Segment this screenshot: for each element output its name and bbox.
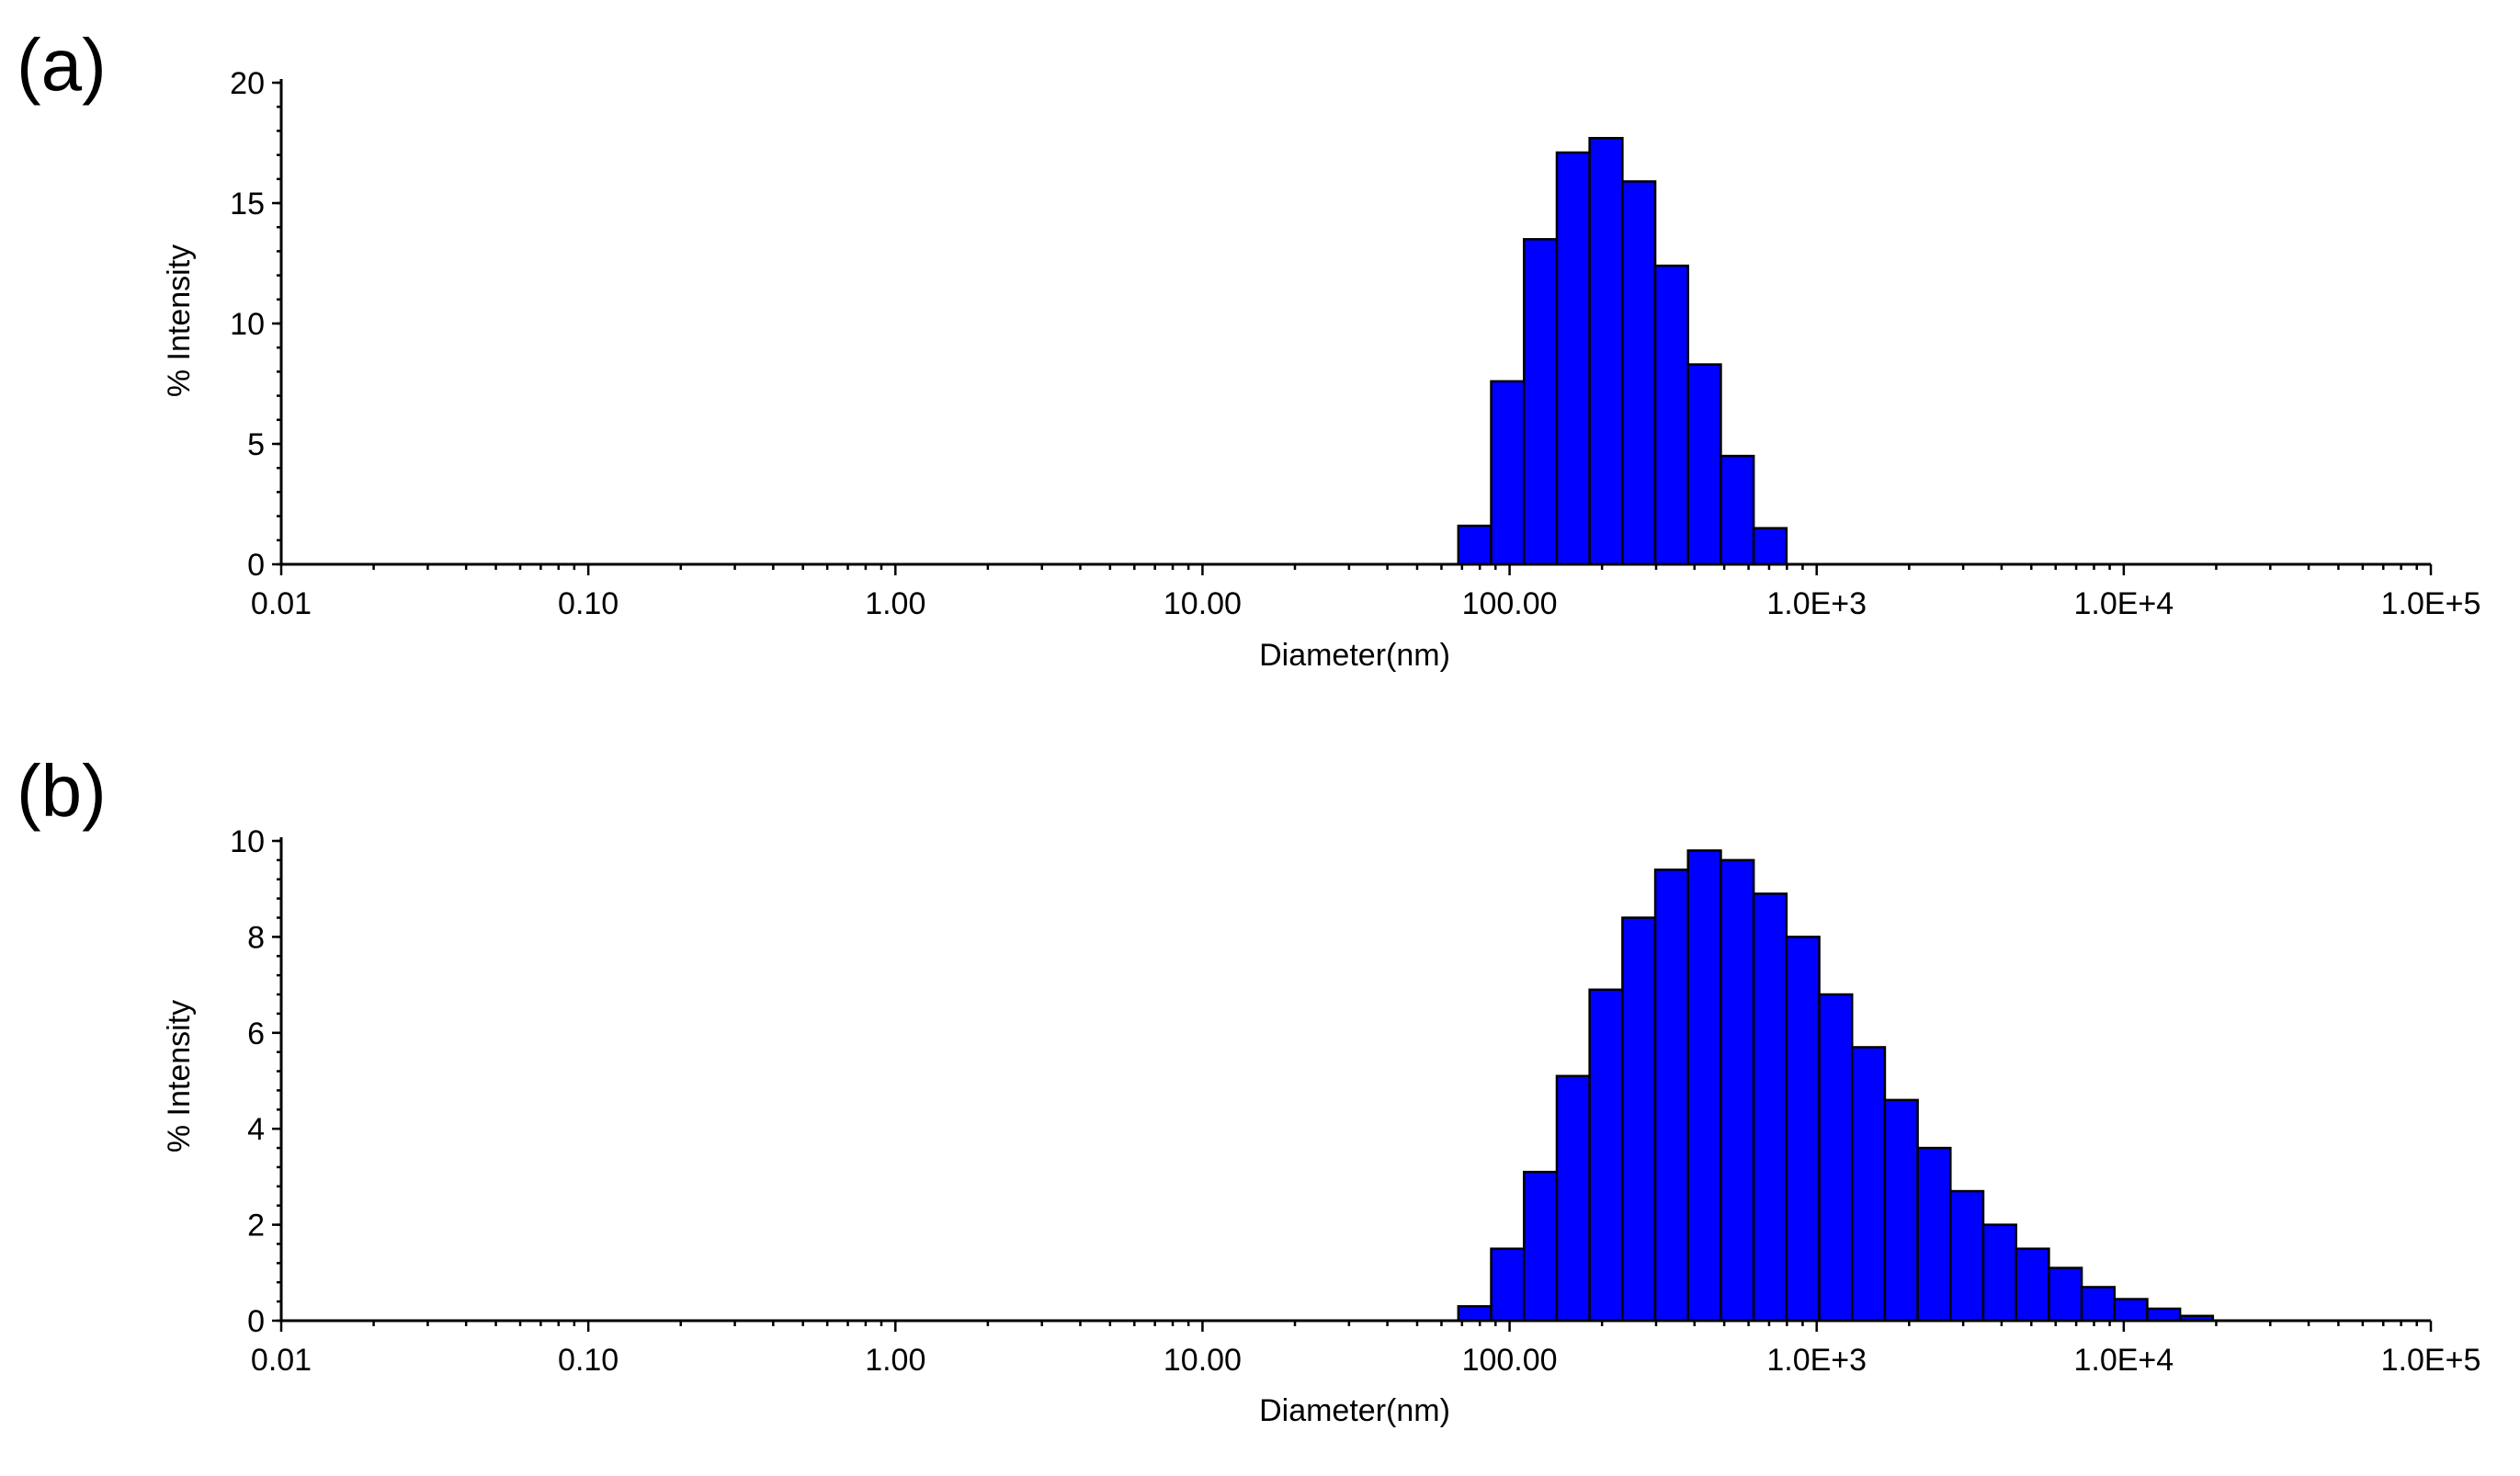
- y-tick-label-a: 15: [230, 187, 265, 221]
- x-tick-label-b: 10.00: [1164, 1343, 1242, 1378]
- x-tick-label-b: 0.01: [251, 1343, 312, 1378]
- histogram-bar-a: [1522, 238, 1559, 566]
- x-tick-label-b: 1.0E+4: [2073, 1343, 2174, 1378]
- histogram-bar-b: [1949, 1189, 1985, 1323]
- histogram-bar-a: [1653, 264, 1690, 566]
- histogram-bar-b: [1653, 869, 1690, 1323]
- histogram-bar-b: [1785, 936, 1821, 1323]
- histogram-bar-b: [1457, 1305, 1493, 1323]
- x-tick-label-a: 0.10: [558, 586, 619, 621]
- y-tick-label-a: 0: [247, 548, 265, 583]
- x-tick-label-a: 0.01: [251, 586, 312, 621]
- y-tick-label-b: 8: [247, 920, 265, 955]
- x-tick-label-b: 1.0E+5: [2381, 1343, 2481, 1378]
- panel-label-b: (b): [17, 750, 107, 832]
- chart-panel-b: (b) % Intensity Diameter(nm) 0 2 4 6 8 10 0.01…: [0, 750, 2520, 1476]
- histogram-bar-b: [1522, 1170, 1559, 1323]
- y-tick-label-b: 0: [247, 1304, 265, 1339]
- histogram-bar-b: [2015, 1247, 2050, 1323]
- histogram-bar-b: [1588, 988, 1624, 1323]
- x-axis-title-b: Diameter(nm): [1259, 1393, 1450, 1428]
- histogram-bar-b: [1981, 1223, 2017, 1323]
- x-tick-label-a: 10.00: [1164, 586, 1242, 621]
- histogram-bar-b: [1883, 1098, 1919, 1323]
- histogram-bar-b: [2080, 1286, 2117, 1323]
- x-tick-label-a: 1.0E+5: [2381, 586, 2481, 621]
- histogram-bar-b: [2048, 1266, 2083, 1323]
- histogram-bar-a: [1588, 137, 1624, 566]
- y-axis-title-a: % Intensity: [162, 244, 197, 397]
- panel-label-a: (a): [17, 24, 107, 106]
- x-tick-label-b: 100.00: [1462, 1343, 1558, 1378]
- histogram-bar-b: [1686, 849, 1722, 1323]
- y-tick-label-a: 20: [230, 66, 265, 101]
- histogram-bar-a: [1686, 363, 1722, 566]
- histogram-bar-b: [1752, 892, 1788, 1323]
- x-tick-label-b: 1.00: [865, 1343, 925, 1378]
- histogram-bar-a: [1752, 527, 1788, 566]
- x-tick-label-a: 1.0E+3: [1766, 586, 1867, 621]
- chart-a-svg: (a) % Intensity Diameter(nm) 0 5 10 15 20 0.0…: [17, 24, 2481, 673]
- histogram-bar-b: [1490, 1247, 1526, 1323]
- y-tick-label-b: 10: [230, 824, 265, 859]
- x-axis-title-a: Diameter(nm): [1259, 638, 1450, 673]
- histogram-bar-a: [1555, 151, 1591, 566]
- chart-b-svg: (b) % Intensity Diameter(nm) 0 2 4 6 8 10 0.01…: [17, 750, 2481, 1428]
- y-tick-label-b: 4: [247, 1112, 265, 1147]
- histogram-bar-a: [1457, 524, 1493, 566]
- histogram-bar-b: [1818, 993, 1854, 1323]
- y-tick-label-b: 6: [247, 1016, 265, 1051]
- x-tick-label-a: 100.00: [1462, 586, 1558, 621]
- x-tick-label-b: 1.0E+3: [1766, 1343, 1867, 1378]
- histogram-bar-b: [1916, 1146, 1952, 1323]
- x-tick-label-b: 0.10: [558, 1343, 619, 1378]
- x-tick-label-a: 1.0E+4: [2073, 586, 2174, 621]
- chart-panel-a: (a) % Intensity Diameter(nm) 0 5 10 15 20 0.0…: [0, 0, 2520, 721]
- histogram-bar-b: [1555, 1074, 1591, 1323]
- histogram-bar-b: [1850, 1046, 1887, 1323]
- histogram-bar-a: [1490, 380, 1526, 566]
- y-tick-label-a: 5: [247, 427, 265, 462]
- histogram-bar-b: [1621, 916, 1657, 1323]
- y-tick-label-a: 10: [230, 307, 265, 342]
- y-tick-label-b: 2: [247, 1209, 265, 1243]
- histogram-bar-b: [1720, 858, 1755, 1323]
- x-tick-label-a: 1.00: [865, 586, 925, 621]
- histogram-bar-b: [2113, 1298, 2149, 1323]
- histogram-bar-a: [1621, 180, 1657, 566]
- y-axis-title-b: % Intensity: [162, 1000, 197, 1152]
- histogram-bar-b: [2146, 1307, 2182, 1323]
- histogram-bar-a: [1720, 454, 1755, 566]
